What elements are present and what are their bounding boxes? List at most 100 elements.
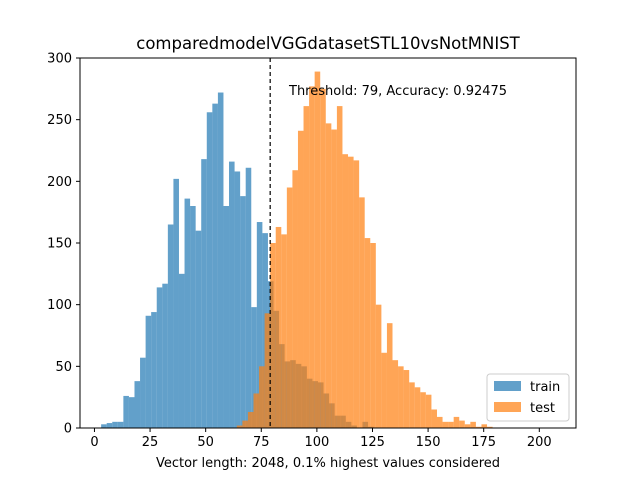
train-bar (151, 312, 157, 428)
train-bar (134, 381, 141, 428)
test-bar (320, 88, 326, 428)
test-bar (386, 323, 393, 428)
test-bar (275, 226, 282, 428)
test-bar (264, 313, 271, 428)
train-bar (245, 167, 252, 428)
train-bar (234, 171, 241, 428)
test-bars (236, 71, 493, 429)
x-tick-label: 125 (360, 435, 385, 450)
test-bar (236, 425, 243, 428)
test-bar (414, 387, 421, 428)
train-bar (251, 307, 257, 428)
test-bar (331, 129, 337, 428)
test-bar (359, 197, 365, 428)
test-bar (481, 424, 488, 428)
train-bar (101, 424, 107, 428)
test-bar (297, 130, 304, 428)
train-bar (212, 103, 218, 428)
test-bar (448, 421, 454, 428)
train-bar (201, 159, 207, 428)
train-bar (206, 112, 213, 429)
legend-label-train: train (530, 380, 560, 395)
test-bar (286, 187, 293, 428)
test-bar (381, 352, 387, 428)
chart-title: comparedmodelVGGdatasetSTL10vsNotMNIST (136, 34, 520, 53)
train-bar (106, 423, 113, 428)
y-tick-label: 150 (47, 237, 72, 252)
test-bar (247, 411, 254, 428)
train-bar (217, 92, 224, 428)
test-bar (348, 156, 354, 429)
test-bar (303, 106, 310, 428)
x-tick-label: 75 (253, 435, 270, 450)
test-bar (487, 426, 493, 428)
test-bar (459, 420, 465, 428)
test-bar (375, 304, 382, 428)
test-bar (342, 154, 349, 428)
train-bar (140, 357, 146, 428)
y-tick-label: 200 (47, 175, 72, 190)
y-axis: 0 50 100 150 200 250 300 (47, 52, 80, 437)
test-bar (353, 160, 360, 428)
x-tick-label: 50 (197, 435, 214, 450)
plot-frame (79, 57, 577, 429)
train-bar (112, 421, 118, 428)
test-bar (392, 360, 399, 428)
x-tick-label: 100 (304, 435, 329, 450)
x-axis: 0 25 50 75 100 125 150 175 200 (90, 428, 552, 450)
legend-swatch-train (494, 381, 521, 391)
y-tick-label: 50 (55, 360, 72, 375)
test-bar (403, 370, 410, 428)
y-tick-label: 0 (64, 422, 72, 437)
test-bar (370, 243, 376, 428)
test-bar (425, 394, 432, 428)
train-bar (184, 198, 191, 428)
y-tick-label: 300 (47, 52, 72, 67)
test-bar (314, 71, 321, 428)
test-bar (409, 382, 415, 428)
legend: train test (486, 373, 570, 422)
train-bar (178, 273, 185, 428)
train-bar (167, 224, 174, 428)
test-bar (364, 238, 371, 428)
test-bar (442, 421, 449, 428)
x-tick-label: 25 (142, 435, 159, 450)
test-bar (398, 366, 404, 428)
legend-label-test: test (530, 401, 555, 416)
train-bar (156, 287, 163, 428)
test-bar (464, 424, 471, 428)
x-tick-label: 175 (471, 435, 496, 450)
test-bar (453, 416, 460, 428)
test-bar (325, 123, 332, 429)
test-bar (281, 234, 287, 428)
train-bar (256, 222, 263, 428)
threshold-annotation: Threshold: 79, Accuracy: 0.92475 (288, 84, 507, 99)
train-bar (229, 161, 235, 428)
train-bar (117, 421, 124, 428)
test-bar (420, 392, 426, 428)
test-bar (436, 416, 443, 428)
train-bar (173, 178, 179, 428)
test-bar (431, 409, 437, 428)
test-bar (292, 170, 298, 429)
test-bar (242, 420, 248, 428)
test-bar (253, 393, 260, 428)
y-tick-label: 250 (47, 113, 72, 128)
x-tick-label: 0 (90, 435, 98, 450)
train-bar (128, 397, 135, 428)
train-bar (240, 196, 246, 428)
x-tick-label: 200 (527, 435, 552, 450)
train-bar (162, 283, 168, 428)
train-bar (223, 206, 230, 428)
test-bar (259, 366, 265, 428)
test-bar (475, 426, 482, 428)
x-tick-label: 150 (416, 435, 441, 450)
train-bar (190, 206, 196, 428)
test-bar (270, 243, 276, 428)
test-bar (470, 421, 476, 428)
train-bar (145, 315, 152, 428)
test-bar (309, 86, 315, 429)
train-bar (123, 395, 129, 428)
